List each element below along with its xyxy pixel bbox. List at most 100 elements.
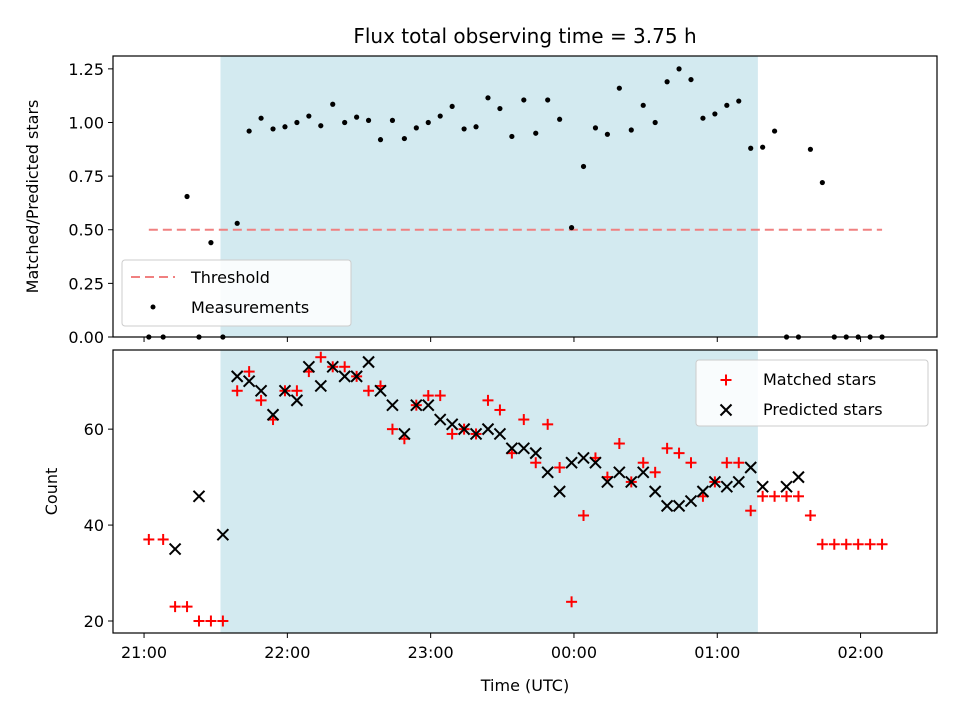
x-tick-label: 21:00 [121,643,167,662]
legend-predicted-label: Predicted stars [763,400,883,419]
measurement-point [294,119,300,126]
predicted-star-point [216,528,230,541]
matched-star-point [864,538,876,550]
predicted-star-point [278,384,292,397]
matched-star-point [422,390,434,402]
matched-star-point [157,533,169,545]
matched-star-point [217,615,229,627]
measurement-point [461,126,467,132]
predicted-star-point [398,427,411,441]
matched-star-point [494,404,506,416]
matched-star-point [530,457,542,469]
predicted-star-point [613,466,626,479]
measurement-point [389,117,396,123]
predicted-star-point [362,355,375,369]
measurement-point [365,117,372,123]
measurement-point [270,126,276,132]
matched-star-point [757,490,769,502]
measurement-point [712,111,718,117]
matched-star-point [816,538,828,550]
matched-star-point [243,366,255,378]
measurement-point [473,124,479,130]
measurement-point [760,144,766,150]
measurement-point [208,240,214,246]
measurement-point [628,127,634,133]
top-y-tick-label: 0.25 [68,274,104,293]
measurement-point [342,119,348,126]
bottom-observing-span [220,350,758,633]
legend-predicted-marker [719,403,733,417]
measurement-point [700,115,706,121]
bottom-x-ticks: 21:00 22:00 23:00 00:00 01:00 02:00 [121,633,884,662]
measurement-point [664,79,670,85]
matched-star-point [840,538,852,550]
measurement-point [807,146,814,152]
matched-star-point [613,438,625,450]
predicted-star-point [422,398,435,412]
predicted-star-point [672,499,686,513]
matched-star-point [291,385,303,397]
matched-star-point [769,490,781,502]
measurement-point [258,115,264,121]
matched-star-point [143,533,155,545]
predicted-star-point [517,442,531,455]
legend-threshold-label: Threshold [190,268,270,287]
predicted-star-point [732,475,745,489]
x-tick-label: 00:00 [551,643,597,662]
legend-predicted-swatch [719,403,733,417]
measurement-point [246,128,252,134]
measurement-point [640,102,646,108]
predicted-star-point [720,480,734,493]
measurement-point [748,145,754,151]
x-tick-label: 22:00 [264,643,310,662]
matched-star-point [804,509,816,521]
measurement-point [449,103,455,110]
x-tick-label: 01:00 [694,643,740,662]
matched-star-point [434,390,446,402]
top-legend: Threshold Measurements [121,259,352,327]
matched-star-point [169,601,181,613]
measurement-point [425,119,431,126]
predicted-star-point [314,379,327,393]
top-y-tick-label: 0.50 [68,221,104,240]
measurement-point [509,133,515,140]
measurement-point [592,125,599,131]
legend-matched-marker [720,374,732,386]
predicted-star-point [553,485,566,498]
matched-star-point [205,615,217,627]
predicted-star-point [434,413,447,426]
measurement-point [545,97,551,103]
predicted-star-point [230,370,244,383]
predicted-star-point [326,360,339,373]
matched-stars-points [143,351,888,627]
matched-star-point [781,490,793,502]
measurement-point [318,123,324,129]
predicted-star-point [168,542,182,556]
measurement-point [401,135,407,142]
predicted-star-point [505,442,519,455]
predicted-star-point [410,398,423,412]
matched-star-point [482,394,494,406]
matched-star-point [876,538,888,550]
predicted-star-point [565,456,578,469]
predicted-star-point [350,370,363,383]
predicted-star-point [192,490,206,503]
predicted-star-point [708,475,722,489]
measurement-point [497,105,503,112]
bottom-y-ticks: 20 40 60 [84,420,113,631]
bottom-legend-box [695,359,929,427]
top-y-axis-label: Matched/Predicted stars [23,100,42,294]
matched-star-point [685,457,697,469]
top-y-tick-label: 1.00 [68,113,104,132]
predicted-stars-points [168,355,805,556]
matched-star-point [518,414,530,426]
top-y-ticks: 0.00 0.25 0.50 0.75 1.00 1.25 [68,60,113,347]
top-y-tick-label: 1.25 [68,60,104,79]
measurement-point [771,128,778,134]
predicted-star-point [302,360,316,373]
bottom-panel: 20 40 60 21:00 22:00 23:00 00:00 01:00 02:00 Co… [42,349,938,695]
predicted-star-point [290,394,304,407]
matched-star-point [231,385,243,397]
predicted-star-point [481,422,495,436]
predicted-star-point [648,485,662,498]
